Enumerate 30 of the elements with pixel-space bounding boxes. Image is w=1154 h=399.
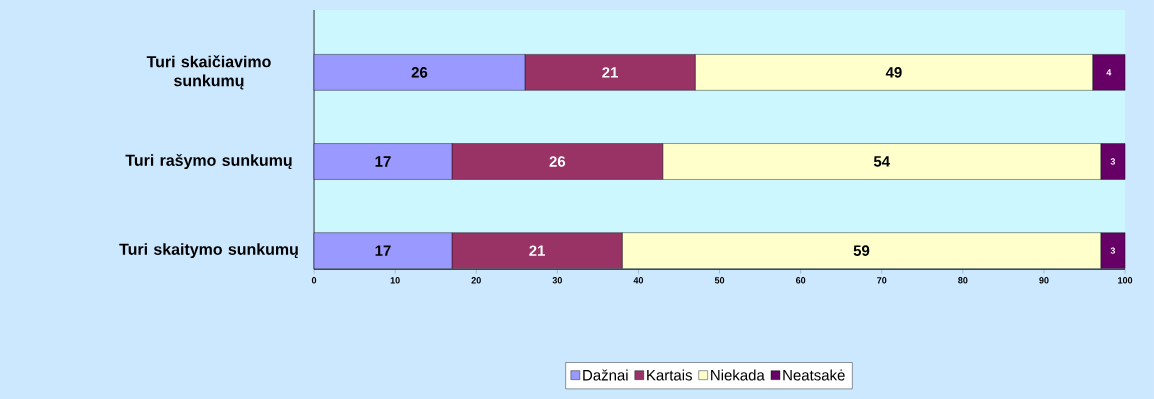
- data-label: 54: [873, 156, 890, 167]
- legend-label: Dažnai: [583, 369, 628, 381]
- data-label: 17: [375, 156, 391, 167]
- x-tick-label: 90: [1039, 277, 1049, 284]
- legend-label: Niekada: [711, 369, 765, 381]
- x-tick-label: 30: [552, 277, 562, 284]
- data-label: 26: [549, 156, 566, 167]
- data-label: 17: [375, 245, 391, 256]
- data-label: 21: [529, 245, 545, 256]
- y-tick-label: Turi skaičiavimo sunkumų: [146, 55, 271, 90]
- x-tick-label: 0: [311, 277, 317, 284]
- data-label: 21: [602, 67, 618, 78]
- x-tick-label: 10: [390, 277, 400, 284]
- x-tick-label: 60: [795, 277, 806, 284]
- x-tick-label: 50: [714, 277, 725, 284]
- y-tick-label: Turi rašymo sunkumų: [125, 153, 292, 170]
- legend-label: Kartais: [647, 369, 692, 381]
- x-tick-label: 40: [633, 277, 644, 284]
- x-tick-label: 70: [877, 277, 887, 284]
- x-tick-label: 100: [1118, 277, 1133, 284]
- x-tick-label: 20: [471, 277, 481, 284]
- data-label: 4: [1106, 69, 1112, 76]
- data-label: 59: [853, 245, 870, 256]
- data-label: 49: [885, 67, 902, 78]
- data-label: 3: [1110, 247, 1116, 254]
- legend-label: Neatsakė: [783, 369, 845, 381]
- data-label: 26: [411, 67, 428, 78]
- y-tick-label: Turi skaitymo sunkumų: [119, 243, 298, 259]
- x-tick-label: 80: [958, 277, 968, 284]
- data-label: 3: [1110, 158, 1116, 165]
